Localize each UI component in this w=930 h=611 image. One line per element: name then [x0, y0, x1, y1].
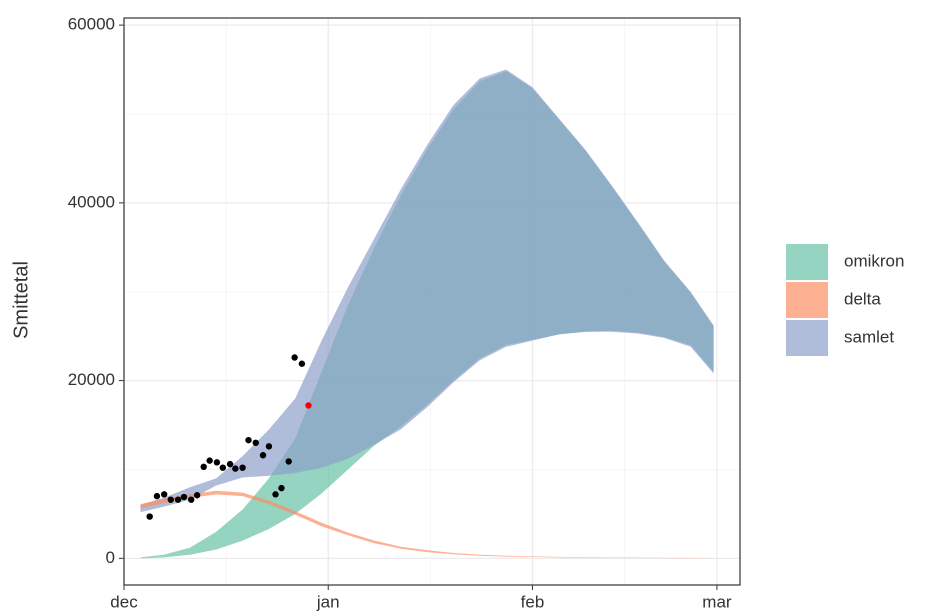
legend-label: samlet	[844, 327, 894, 346]
data-point	[265, 443, 273, 450]
data-point	[252, 439, 259, 447]
data-point	[167, 496, 174, 503]
ribbon-area	[140, 69, 714, 513]
legend-label: omikron	[844, 251, 904, 270]
legend-label: delta	[844, 289, 881, 308]
x-tick-label: dec	[110, 592, 138, 611]
panel-border	[123, 17, 741, 586]
highlight-point	[305, 402, 312, 409]
data-point	[232, 465, 239, 472]
x-tick-label: jan	[316, 592, 340, 611]
legend-key	[786, 282, 828, 318]
data-point	[213, 459, 221, 466]
y-axis-label: Smittetal	[10, 261, 32, 339]
data-point	[200, 463, 207, 471]
data-point	[226, 460, 234, 468]
data-point	[160, 491, 168, 498]
legend-key	[786, 320, 828, 356]
data-point	[291, 354, 298, 361]
x-tick-label: mar	[702, 592, 732, 611]
y-tick-label: 60000	[68, 15, 115, 34]
data-point	[146, 513, 153, 520]
x-tick-label: feb	[521, 592, 545, 611]
data-point	[285, 458, 292, 465]
data-point	[239, 464, 246, 471]
data-point	[153, 492, 161, 500]
data-point	[180, 493, 188, 501]
data-point	[272, 491, 279, 498]
data-point	[298, 360, 306, 367]
data-point	[206, 457, 213, 464]
data-point	[193, 492, 201, 499]
y-tick-label: 0	[106, 548, 115, 567]
y-tick-label: 20000	[68, 370, 115, 389]
data-point	[219, 464, 227, 471]
legend-key	[786, 244, 828, 280]
data-point	[188, 496, 195, 503]
data-point	[278, 484, 285, 492]
data-point	[174, 496, 182, 503]
data-point	[259, 452, 267, 459]
data-point	[245, 436, 252, 444]
ribbon-area	[140, 490, 714, 559]
y-tick-label: 40000	[68, 192, 115, 211]
